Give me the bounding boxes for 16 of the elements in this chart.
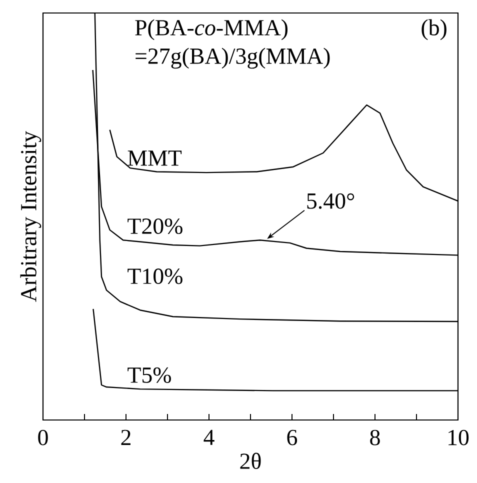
annotation: =27g(BA)/3g(MMA) bbox=[136, 48, 330, 69]
x-tick-label: 0 bbox=[38, 430, 48, 446]
x-tick-label: 6 bbox=[287, 430, 298, 446]
annotation: 5.40° bbox=[307, 193, 354, 209]
series-label: T20% bbox=[128, 218, 182, 234]
series-label: MMT bbox=[128, 150, 182, 166]
series-label: T5% bbox=[128, 367, 171, 383]
x-tick-label: 2 bbox=[121, 430, 130, 445]
annotation: (b) bbox=[422, 19, 446, 40]
x-tick-label: 4 bbox=[204, 430, 214, 445]
x-tick-label: 10 bbox=[448, 430, 469, 446]
annotation: P(BA-co-MMA) bbox=[135, 19, 288, 40]
x-axis-title: 2θ bbox=[240, 452, 261, 470]
series-label: T10% bbox=[128, 268, 182, 284]
y-axis-title: Arbitrary Intensity bbox=[20, 130, 42, 302]
x-tick-label: 8 bbox=[370, 430, 380, 446]
